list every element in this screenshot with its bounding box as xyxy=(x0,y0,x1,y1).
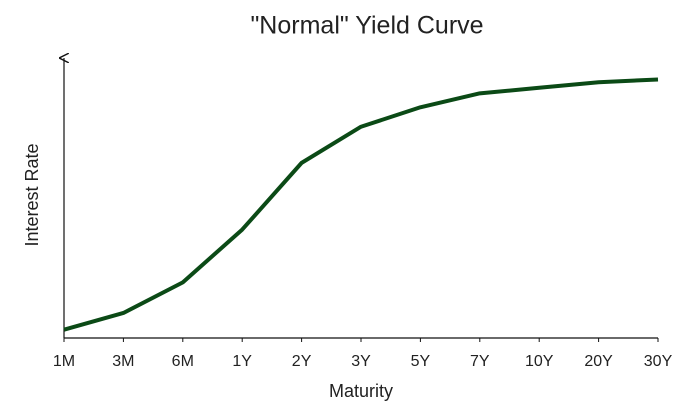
y-axis-label: Interest Rate xyxy=(22,143,42,246)
x-tick-label: 1Y xyxy=(232,353,252,370)
x-tick-label: 3M xyxy=(112,353,134,370)
x-tick-label: 30Y xyxy=(644,353,673,370)
x-tick-label: 5Y xyxy=(411,353,431,370)
x-tick-label: 7Y xyxy=(470,353,490,370)
x-tick-label: 20Y xyxy=(584,353,613,370)
x-tick-label: 10Y xyxy=(525,353,554,370)
chart-title: "Normal" Yield Curve xyxy=(250,12,483,40)
x-axis-label: Maturity xyxy=(329,381,393,401)
x-tick-label: 3Y xyxy=(351,353,371,370)
yield-line xyxy=(63,77,659,332)
x-tick-label: 6M xyxy=(172,353,194,370)
x-tick-label: 2Y xyxy=(292,353,312,370)
x-tick-label: 1M xyxy=(53,353,75,370)
